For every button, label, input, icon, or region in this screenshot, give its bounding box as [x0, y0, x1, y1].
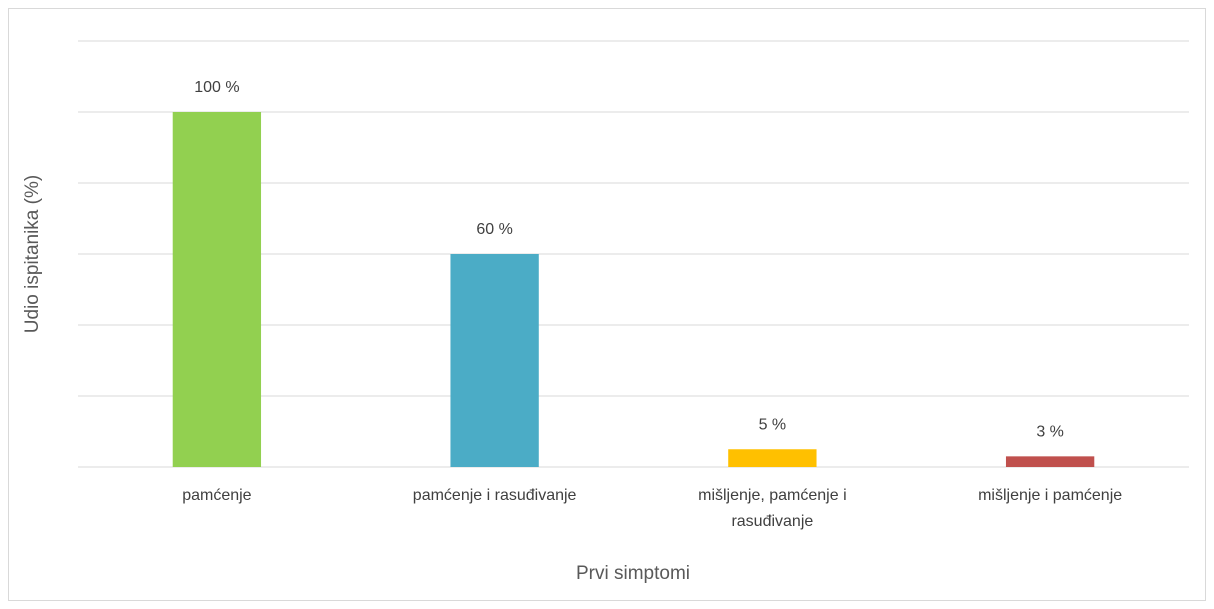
x-tick-label: pamćenje i rasuđivanje: [412, 487, 577, 504]
value-label: 3 %: [1036, 424, 1064, 441]
value-label: 5 %: [759, 416, 787, 433]
y-axis-title: Udio ispitanika (%): [22, 175, 43, 333]
bar: [172, 112, 262, 467]
value-label: 100 %: [194, 79, 239, 96]
x-tick-label: pamćenje: [182, 487, 252, 504]
x-tick-label: mišljenje i pamćenje: [978, 487, 1123, 504]
x-axis-title: Prvi simptomi: [576, 563, 690, 584]
bar: [450, 254, 539, 467]
x-tick-label: mišljenje, pamćenje i rasuđivanje: [698, 487, 847, 530]
value-label: 60 %: [476, 221, 512, 238]
bar: [728, 449, 817, 467]
bar: [1005, 456, 1095, 467]
